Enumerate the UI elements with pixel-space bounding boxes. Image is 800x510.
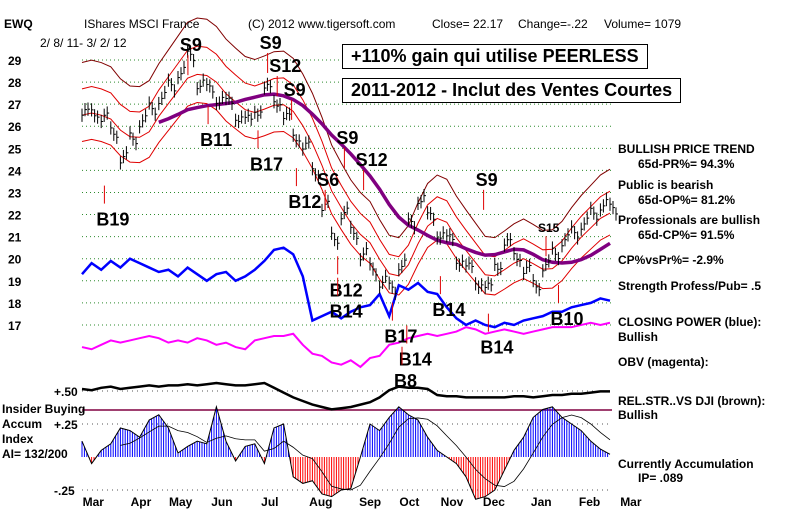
- signal-label: S12: [269, 56, 301, 76]
- obv-line: [81, 321, 611, 369]
- signal-label: B14: [399, 349, 432, 369]
- signal-label: B17: [384, 327, 417, 347]
- signal-label: S9: [476, 170, 498, 190]
- price-tick-label: 20: [8, 253, 22, 267]
- lower-band-line: [81, 102, 611, 296]
- signal-label: B12: [288, 192, 321, 212]
- signal-label: B12: [330, 280, 363, 300]
- relstr-state: Bullish: [618, 408, 659, 422]
- upper-band-line: [81, 45, 611, 258]
- signal-label: B14: [432, 300, 465, 320]
- month-label: Mar: [83, 495, 105, 509]
- accum-ma-line: [120, 414, 611, 491]
- obv-label: OBV (magenta):: [618, 355, 709, 369]
- public-label: Public is bearish: [618, 178, 714, 192]
- month-label: Oct: [399, 495, 419, 509]
- signal-label: S9: [284, 80, 306, 100]
- signal-label: S12: [356, 150, 388, 170]
- price-tick-label: 19: [8, 275, 22, 289]
- month-label: Apr: [131, 495, 152, 509]
- period-banner: 2011-2012 - Inclut des Ventes Courtes: [342, 78, 682, 103]
- price-tick-label: 26: [8, 120, 22, 134]
- month-label: Feb: [579, 495, 600, 509]
- ticker: EWQ: [4, 17, 33, 31]
- op-value: 65d-OP%= 81.2%: [638, 193, 736, 207]
- volume-value: Volume= 1079: [604, 17, 682, 31]
- pros-label: Professionals are bullish: [618, 213, 761, 227]
- signal-label: S9: [260, 33, 282, 53]
- signal-label: S6: [317, 170, 339, 190]
- accum-tick-label: +.50: [54, 385, 78, 399]
- trend-label: BULLISH PRICE TREND: [618, 142, 755, 156]
- signal-label: B19: [96, 210, 129, 230]
- signal-label: S15: [538, 221, 560, 235]
- strength-value: Strength Profess/Pub= .5: [618, 279, 762, 293]
- insider-label: Insider Buying: [2, 402, 86, 416]
- outer-upper-band-line: [81, 17, 611, 239]
- month-label: Jul: [261, 495, 278, 509]
- price-tick-label: 21: [8, 231, 22, 245]
- month-label: Nov: [441, 495, 464, 509]
- date-range: 2/ 8/ 11- 3/ 2/ 12: [40, 36, 127, 50]
- cp-value: 65d-CP%= 91.5%: [638, 228, 735, 242]
- pr-value: 65d-PR%= 94.3%: [638, 157, 735, 171]
- month-label: Mar: [620, 495, 642, 509]
- month-label: Dec: [483, 495, 505, 509]
- band-mid-line: [81, 73, 611, 277]
- price-tick-label: 24: [8, 164, 22, 178]
- closing-power-state: Bullish: [618, 330, 659, 344]
- copyright: (C) 2012 www.tigersoft.com: [248, 17, 396, 31]
- signal-label: B17: [250, 154, 283, 174]
- month-label: Aug: [309, 495, 332, 509]
- price-tick-label: 29: [8, 54, 22, 68]
- ai-value: AI= 132/200: [2, 447, 68, 461]
- price-tick-label: 23: [8, 186, 22, 200]
- price-tick-label: 18: [8, 297, 22, 311]
- security-name: IShares MSCI France: [84, 17, 200, 31]
- month-label: Sep: [359, 495, 381, 509]
- accum-tick-label: +.25: [54, 418, 78, 432]
- signal-label: S9: [336, 128, 358, 148]
- gain-banner: +110% gain qui utilise PEERLESS: [342, 44, 648, 69]
- closing-power-label: CLOSING POWER (blue):: [618, 315, 762, 329]
- signal-label: B14: [330, 302, 363, 322]
- signal-label: B8: [394, 371, 417, 391]
- signal-label: B14: [480, 338, 513, 358]
- price-tick-label: 17: [8, 319, 22, 333]
- moving-average-line: [158, 92, 611, 265]
- relstr-label: REL.STR..VS DJI (brown):: [618, 394, 766, 408]
- change-value: Change=-.22: [518, 17, 588, 31]
- month-label: May: [169, 495, 193, 509]
- price-tick-label: 28: [8, 76, 22, 90]
- signal-label: B11: [200, 130, 232, 150]
- ip-value: IP= .089: [638, 471, 684, 485]
- price-tick-label: 25: [8, 142, 22, 156]
- month-label: Jan: [531, 495, 552, 509]
- price-tick-label: 27: [8, 98, 22, 112]
- index-label: Index: [2, 432, 34, 446]
- price-tick-label: 22: [8, 209, 22, 223]
- month-label: Jun: [211, 495, 232, 509]
- closing-power-line: [81, 246, 611, 329]
- signal-label: B10: [550, 309, 583, 329]
- accum-state: Currently Accumulation: [618, 457, 754, 471]
- accum-tick-label: -.25: [54, 484, 75, 498]
- close-value: Close= 22.17: [432, 17, 504, 31]
- cpvspr-value: CP%vsPr%= -2.9%: [618, 253, 724, 267]
- accum-label: Accum: [2, 417, 43, 431]
- rel-strength-line: [81, 381, 610, 411]
- signal-label: S9: [180, 35, 202, 55]
